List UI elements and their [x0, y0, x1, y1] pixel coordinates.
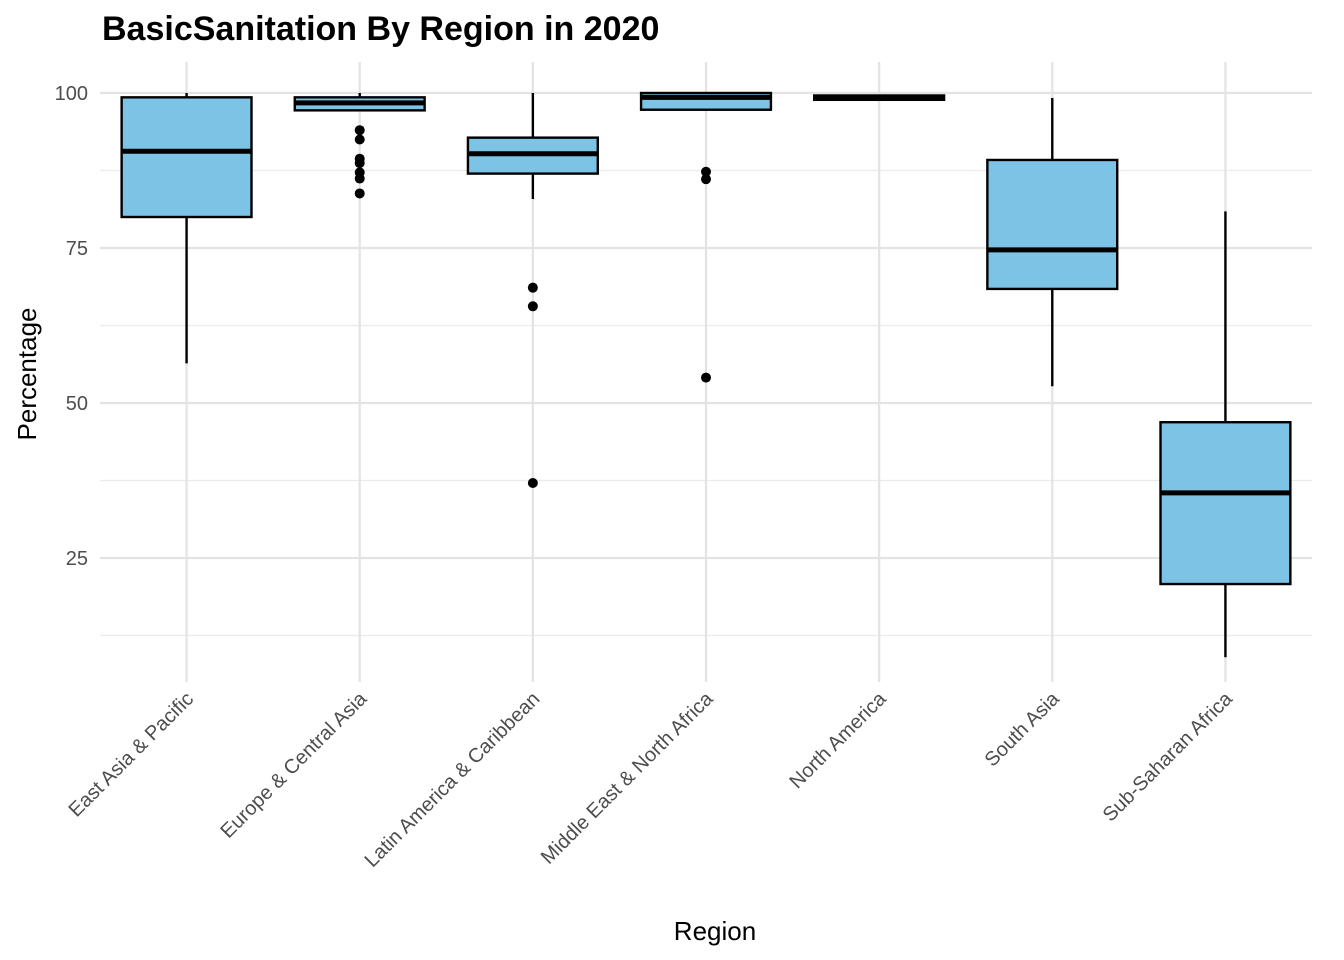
x-tick-label: Sub-Saharan Africa	[1099, 687, 1238, 826]
outlier-point	[527, 282, 538, 293]
x-tick-label: East Asia & Pacific	[65, 688, 198, 821]
y-axis-ticks: 25 50 75 100	[55, 83, 88, 570]
box-7	[1159, 211, 1292, 658]
box-2	[293, 93, 426, 199]
y-tick-label: 25	[66, 548, 88, 570]
iqr-box	[986, 158, 1119, 291]
x-axis-title: Region	[674, 916, 756, 946]
x-tick-label: South Asia	[981, 687, 1065, 771]
box-6	[986, 97, 1119, 387]
chart-title: BasicSanitation By Region in 2020	[102, 10, 660, 48]
box-5	[813, 94, 946, 102]
y-tick-label: 100	[55, 83, 88, 105]
outlier-point	[354, 188, 365, 199]
box-layer	[120, 91, 1292, 658]
y-tick-label: 75	[66, 238, 88, 260]
y-axis-title: Percentage	[12, 308, 42, 441]
x-tick-label: Latin America & Caribbean	[361, 688, 545, 872]
outlier-point	[354, 158, 365, 169]
outlier-point	[354, 173, 365, 184]
iqr-box	[1159, 421, 1292, 586]
outlier-point	[354, 125, 365, 136]
outlier-point	[701, 372, 711, 383]
x-tick-label: Europe & Central Asia	[217, 687, 372, 842]
outlier-point	[527, 477, 538, 488]
box-1	[120, 93, 253, 364]
iqr-box	[120, 96, 253, 219]
grid-layer	[100, 62, 1312, 682]
x-axis-ticks: East Asia & Pacific Europe & Central Asia…	[65, 687, 1238, 871]
x-tick-label: North America	[786, 687, 892, 793]
box-4	[639, 91, 773, 383]
outlier-point	[701, 166, 711, 177]
outlier-point	[527, 301, 538, 312]
outlier-point	[701, 174, 711, 185]
y-tick-label: 50	[66, 393, 88, 415]
outlier-point	[354, 134, 365, 145]
box-3	[466, 93, 599, 488]
x-tick-label: Middle East & North Africa	[537, 687, 718, 868]
